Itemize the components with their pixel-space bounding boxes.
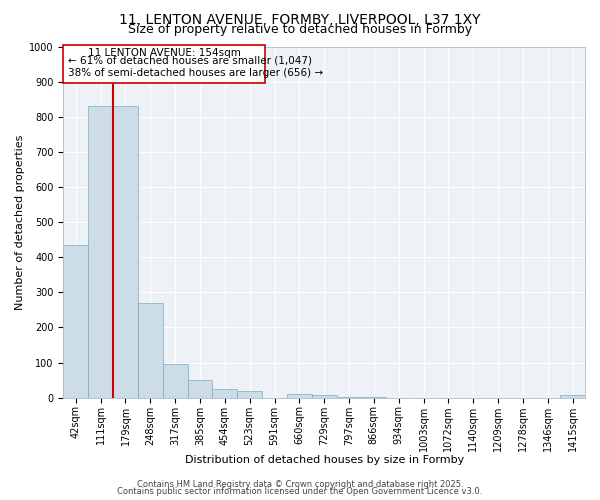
Text: 38% of semi-detached houses are larger (656) →: 38% of semi-detached houses are larger (… bbox=[68, 68, 323, 78]
Text: 11 LENTON AVENUE: 154sqm: 11 LENTON AVENUE: 154sqm bbox=[88, 48, 241, 58]
Bar bbox=[312, 395, 337, 398]
X-axis label: Distribution of detached houses by size in Formby: Distribution of detached houses by size … bbox=[185, 455, 464, 465]
Text: ← 61% of detached houses are smaller (1,047): ← 61% of detached houses are smaller (1,… bbox=[68, 56, 313, 66]
Text: Size of property relative to detached houses in Formby: Size of property relative to detached ho… bbox=[128, 22, 472, 36]
Bar bbox=[212, 389, 237, 398]
Text: 11, LENTON AVENUE, FORMBY, LIVERPOOL, L37 1XY: 11, LENTON AVENUE, FORMBY, LIVERPOOL, L3… bbox=[119, 12, 481, 26]
Bar bbox=[287, 394, 312, 398]
FancyBboxPatch shape bbox=[63, 44, 265, 84]
Bar bbox=[138, 303, 163, 398]
Bar bbox=[64, 245, 88, 398]
Bar bbox=[113, 106, 138, 398]
Text: Contains public sector information licensed under the Open Government Licence v3: Contains public sector information licen… bbox=[118, 487, 482, 496]
Bar bbox=[163, 364, 188, 398]
Bar bbox=[337, 396, 361, 398]
Bar bbox=[88, 106, 113, 398]
Bar bbox=[237, 392, 262, 398]
Y-axis label: Number of detached properties: Number of detached properties bbox=[15, 134, 25, 310]
Text: Contains HM Land Registry data © Crown copyright and database right 2025.: Contains HM Land Registry data © Crown c… bbox=[137, 480, 463, 489]
Bar bbox=[560, 395, 585, 398]
Bar bbox=[188, 380, 212, 398]
